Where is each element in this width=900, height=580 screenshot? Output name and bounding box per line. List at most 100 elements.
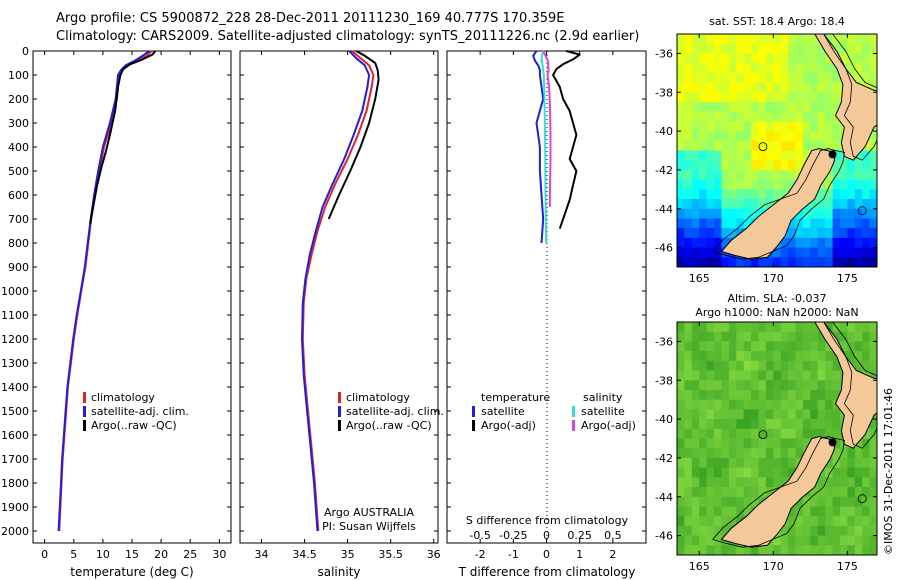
map-cell — [802, 535, 811, 546]
map-cell — [743, 121, 752, 132]
map-cell — [691, 360, 700, 372]
map-cell — [810, 131, 819, 142]
map-cell — [706, 525, 715, 537]
map-cell — [706, 506, 715, 517]
map-cell — [736, 506, 745, 517]
map-cell — [684, 428, 693, 440]
map-cell — [684, 467, 693, 478]
map-cell — [751, 257, 760, 267]
satellite-legend-swatch — [338, 406, 341, 417]
map-cell — [721, 322, 730, 333]
map-cell — [684, 121, 693, 132]
map-cell — [810, 218, 819, 229]
map-cell — [714, 111, 722, 122]
map-cell — [869, 150, 877, 161]
map-cell — [699, 477, 708, 488]
x-tick-label: 34.5 — [292, 548, 317, 561]
map-cell — [788, 131, 797, 142]
header-line-1: Argo profile: CS 5900872_228 28-Dec-2011… — [56, 11, 565, 26]
map-cell — [706, 218, 715, 229]
map-cell — [869, 247, 877, 258]
map-cell — [714, 487, 722, 498]
map-cell — [825, 360, 834, 372]
map-cell — [869, 506, 877, 517]
depth-tick-label: 2000 — [1, 525, 29, 538]
map-cell — [847, 257, 856, 267]
bathymetry-contours — [712, 322, 877, 548]
map-cell — [780, 322, 789, 333]
map-cell — [825, 487, 834, 498]
map-cell — [832, 72, 841, 84]
map-cell — [869, 189, 877, 200]
map-cell — [684, 169, 693, 181]
map-cell — [795, 390, 804, 401]
map-cell — [825, 477, 834, 488]
map-cell — [706, 399, 715, 410]
temperature-axis-label: temperature (deg C) — [70, 565, 193, 579]
map-cell — [869, 322, 877, 333]
map-cell — [691, 160, 700, 171]
temperature-panel: 0100200300400500600700800900100011001200… — [1, 45, 232, 579]
map-cell — [751, 448, 760, 459]
map-cell — [847, 351, 856, 362]
map-cell — [832, 92, 841, 103]
map-cell — [788, 169, 797, 181]
s-tick-label: 0 — [543, 529, 550, 542]
map-cell — [854, 228, 863, 239]
map-cell — [699, 121, 708, 132]
map-cell — [684, 487, 693, 498]
map-cell — [677, 111, 685, 122]
map-cell — [743, 477, 752, 488]
map-cell — [751, 380, 760, 391]
lon-tick-label: 170 — [763, 560, 784, 573]
map-cell — [773, 428, 782, 440]
map-cell — [751, 43, 760, 54]
map-cell — [721, 169, 730, 181]
map-cell — [743, 380, 752, 391]
map-cell — [743, 199, 752, 210]
map-cell — [699, 516, 708, 527]
map-cell — [788, 150, 797, 161]
map-cell — [765, 487, 774, 498]
map-cell — [847, 179, 856, 190]
map-cell — [728, 467, 737, 478]
map-cell — [862, 72, 871, 84]
map-cell — [691, 428, 700, 440]
map-cell — [721, 399, 730, 410]
map-cell — [780, 477, 789, 488]
map-cell — [817, 351, 826, 362]
map-cell — [677, 218, 685, 229]
map-cell — [684, 535, 693, 546]
map-cell — [817, 419, 826, 430]
map-cell — [862, 237, 871, 249]
map-cell — [802, 525, 811, 537]
map-cell — [817, 380, 826, 391]
map-cell — [743, 448, 752, 459]
map-cell — [788, 370, 797, 381]
map-cell — [869, 477, 877, 488]
lat-tick-label: -38 — [655, 86, 673, 99]
map-cell — [751, 160, 760, 171]
map-cell — [721, 380, 730, 391]
map-cell — [728, 82, 737, 93]
map-cell — [802, 140, 811, 152]
map-cell — [825, 419, 834, 430]
map-cell — [706, 419, 715, 430]
map-cell — [684, 102, 693, 113]
map-cell — [728, 53, 737, 64]
map-cell — [862, 34, 871, 45]
map-cell — [714, 189, 722, 200]
map-cell — [684, 247, 693, 258]
map-cell — [743, 160, 752, 171]
map-cell — [780, 409, 789, 420]
map-cell — [758, 179, 767, 190]
map-cell — [677, 428, 685, 440]
map-cell — [728, 419, 737, 430]
map-cell — [736, 496, 745, 508]
map-cell — [780, 34, 789, 45]
map-cell — [758, 419, 767, 430]
map-cell — [847, 487, 856, 498]
map-cell — [825, 506, 834, 517]
map-cell — [795, 92, 804, 103]
map-cell — [825, 53, 834, 64]
